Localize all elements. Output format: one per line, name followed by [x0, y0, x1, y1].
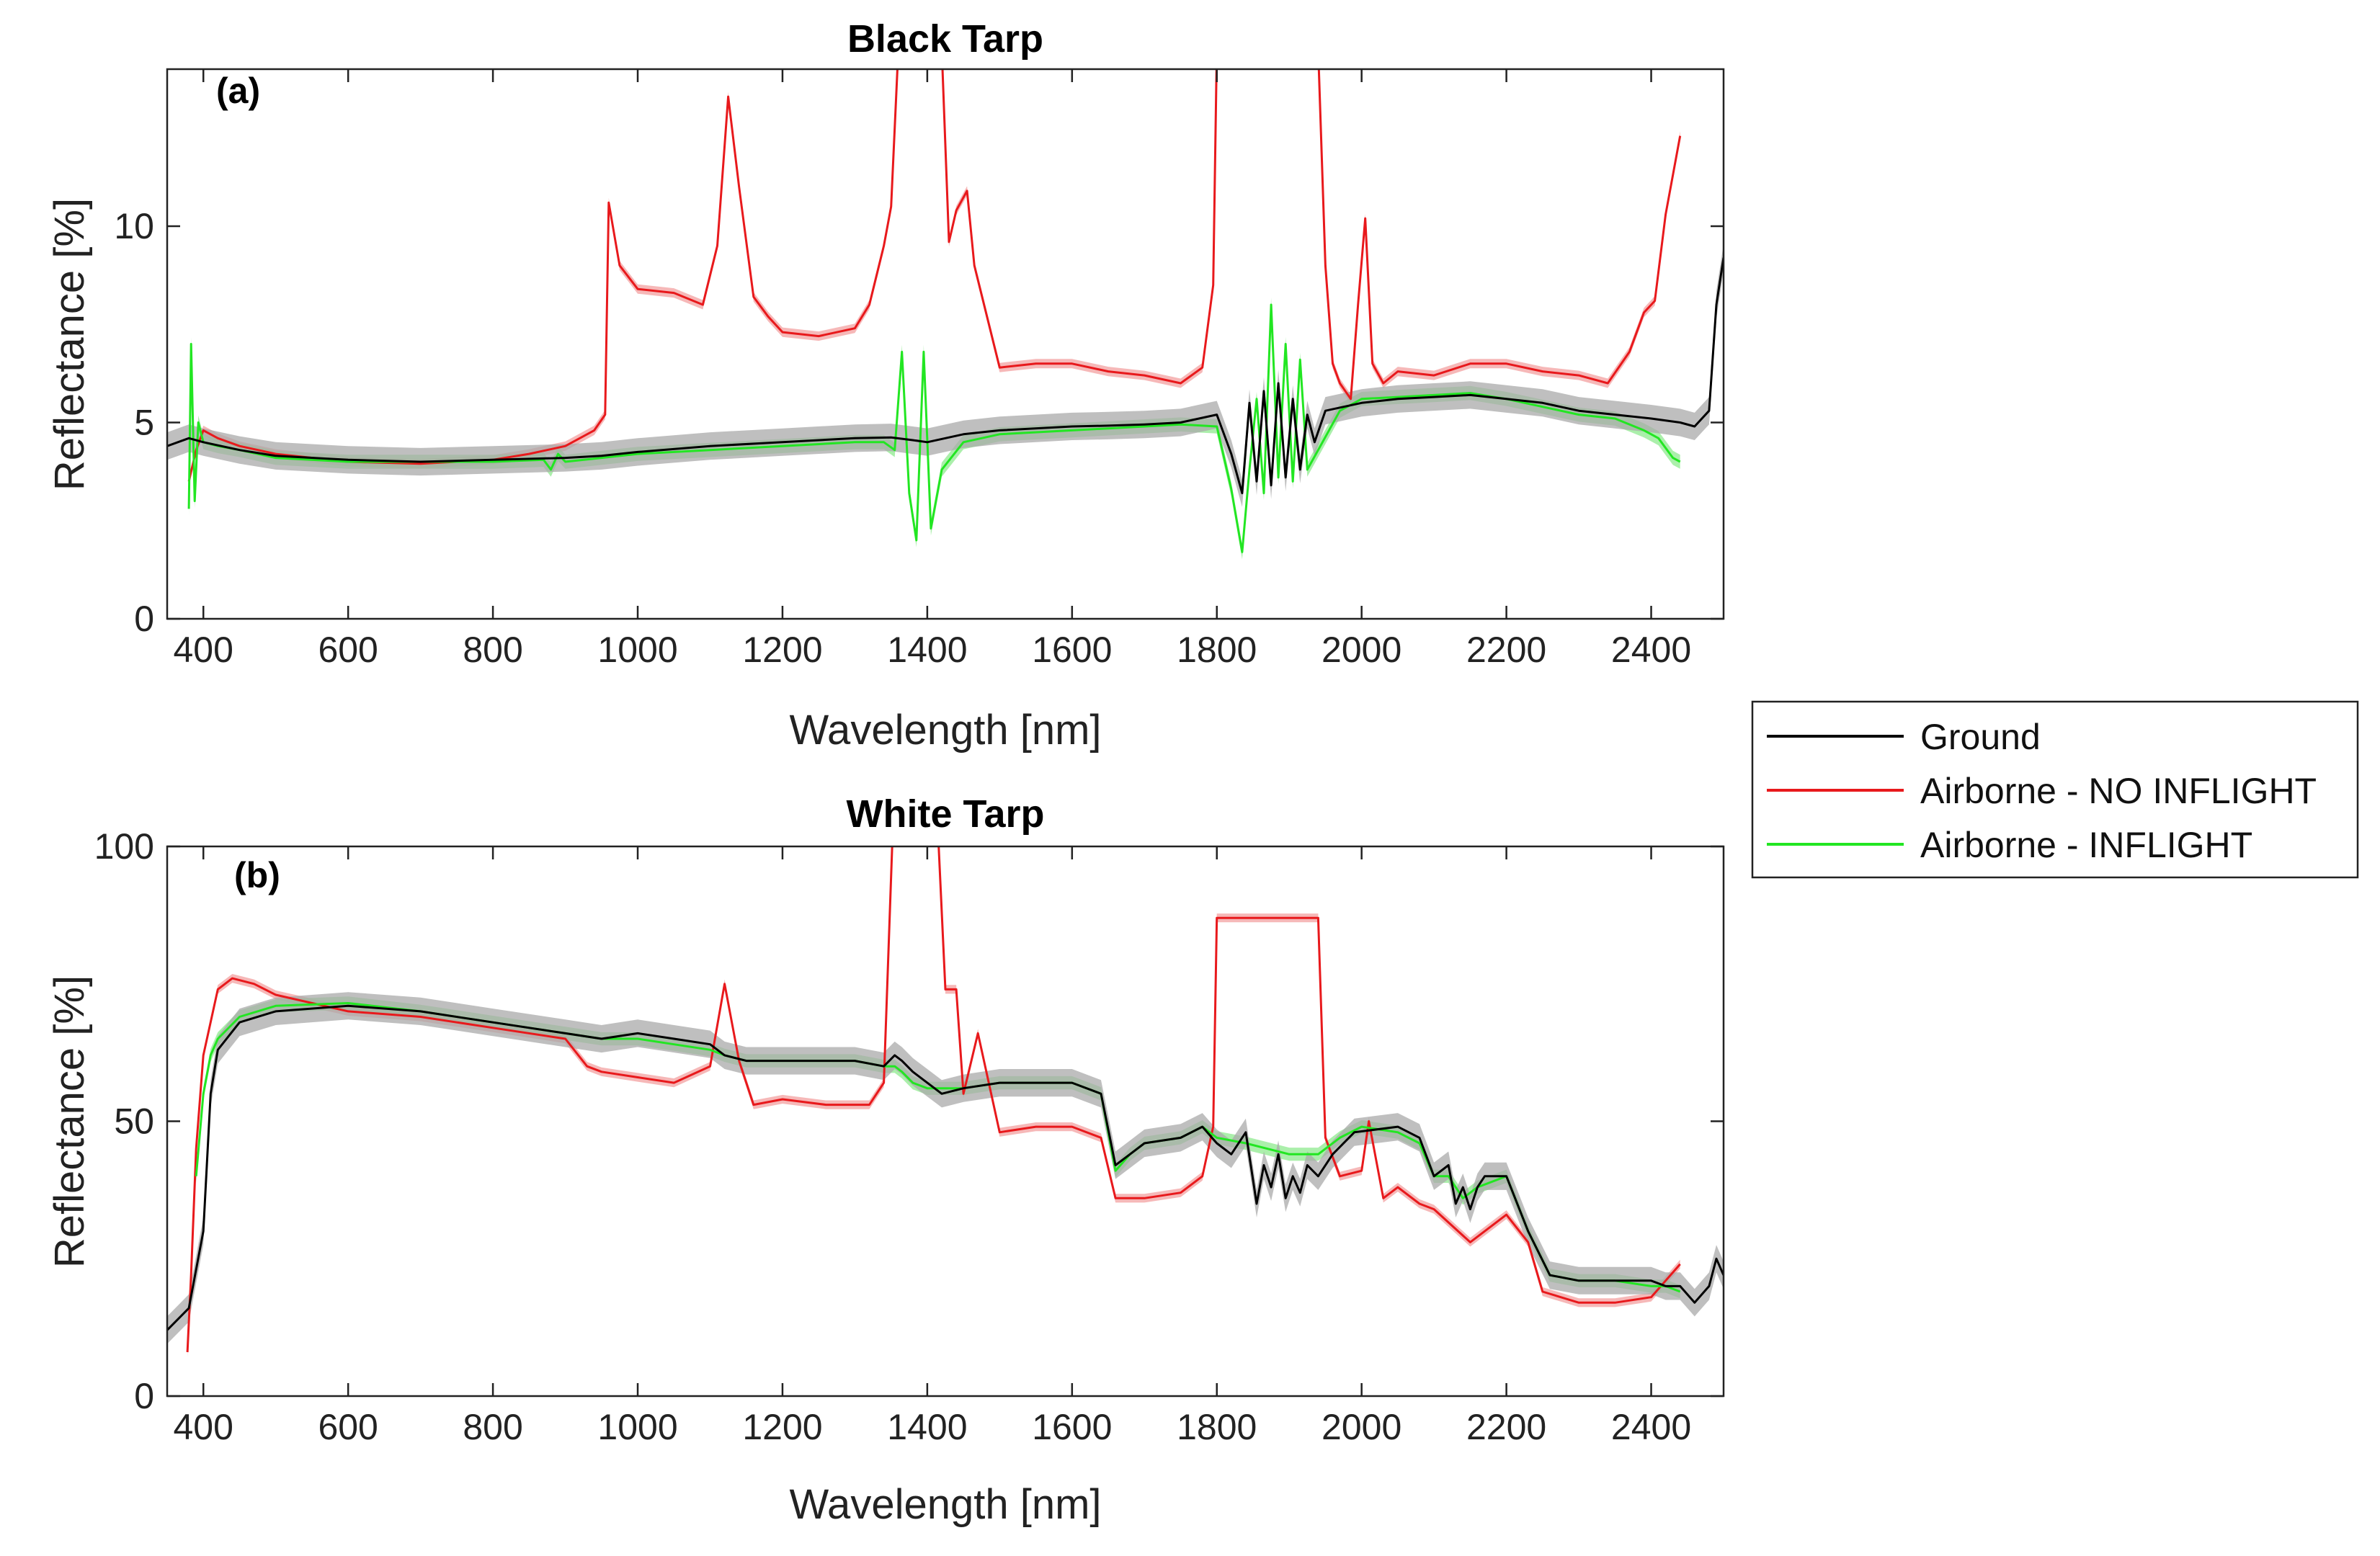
- series-ground-a: [167, 257, 1724, 495]
- xtick-label-b: 2000: [1322, 1407, 1401, 1447]
- plot-area-b: [167, 846, 1724, 1357]
- band-ground-b: [167, 992, 1724, 1344]
- chart-b-xlabel: Wavelength [nm]: [789, 1481, 1101, 1528]
- xtick-label-b: 1200: [742, 1407, 822, 1447]
- chart-a-xlabel: Wavelength [nm]: [789, 707, 1101, 754]
- xtick-label-b: 400: [174, 1407, 233, 1447]
- ticks-b: 400 600 800 1000 1200 1400 1600 1800 2000 2200 240…: [94, 826, 1724, 1447]
- ytick-label-a: 10: [114, 206, 154, 246]
- xtick-label-a: 2200: [1466, 630, 1546, 670]
- chart-a-title: Black Tarp: [847, 17, 1043, 61]
- ytick-label-a: 5: [134, 403, 154, 443]
- xtick-label-b: 2200: [1466, 1407, 1546, 1447]
- ytick-label-a: 0: [134, 599, 154, 639]
- xtick-label-a: 1600: [1032, 630, 1112, 670]
- xtick-label-b: 800: [463, 1407, 522, 1447]
- plot-area-a: [167, 69, 1724, 560]
- series-no-inflight-b: [186, 846, 1681, 1353]
- panel-black-tarp: Black Tarp (a) 400 600 800 1000 1200 1400 1600…: [46, 17, 1725, 754]
- series-inflight-b: [195, 1002, 1681, 1293]
- axes-box-a: [166, 68, 1725, 620]
- xtick-label-a: 1400: [887, 630, 967, 670]
- xtick-label-b: 1600: [1032, 1407, 1112, 1447]
- series-no-inflight-a: [187, 69, 1682, 482]
- legend-label-no-inflight: Airborne - NO INFLIGHT: [1920, 771, 2317, 811]
- chart-b-title: White Tarp: [847, 792, 1045, 836]
- xtick-label-a: 1000: [597, 630, 677, 670]
- chart-a-ylabel: Reflectance [%]: [46, 198, 93, 491]
- xtick-label-b: 2400: [1611, 1407, 1691, 1447]
- xtick-label-a: 1200: [742, 630, 822, 670]
- chart-b-ylabel: Reflectance [%]: [46, 975, 93, 1268]
- panel-white-tarp: White Tarp (b) 400 600 800 1000 1200 1400 1600…: [46, 792, 1725, 1528]
- ytick-label-b: 0: [134, 1376, 154, 1416]
- xtick-label-b: 1000: [597, 1407, 677, 1447]
- xtick-label-a: 600: [318, 630, 378, 670]
- xtick-label-b: 1800: [1177, 1407, 1257, 1447]
- xtick-label-b: 1400: [887, 1407, 967, 1447]
- legend: Ground Airborne - NO INFLIGHT Airborne -…: [1751, 700, 2359, 879]
- ytick-label-b: 50: [114, 1101, 154, 1142]
- band-no-inflight-a: [189, 69, 1680, 486]
- series-inflight-a: [187, 303, 1681, 553]
- band-inflight-b: [196, 996, 1680, 1299]
- xtick-label-a: 800: [463, 630, 522, 670]
- legend-label-ground: Ground: [1920, 717, 2041, 757]
- axes-box-b: [166, 845, 1725, 1398]
- xtick-label-a: 400: [174, 630, 233, 670]
- series-ground-b: [167, 1004, 1724, 1331]
- chart-a-panel-label: (a): [216, 71, 260, 111]
- ticks-a: 400 600 800 1000 1200 1400 1600 1800 2000 2200 240…: [114, 69, 1724, 670]
- xtick-label-a: 2400: [1611, 630, 1691, 670]
- xtick-label-a: 2000: [1322, 630, 1401, 670]
- legend-label-inflight: Airborne - INFLIGHT: [1920, 825, 2252, 865]
- chart-b-panel-label: (b): [234, 855, 280, 895]
- xtick-label-a: 1800: [1177, 630, 1257, 670]
- ytick-label-b: 100: [94, 826, 154, 867]
- xtick-label-b: 600: [318, 1407, 378, 1447]
